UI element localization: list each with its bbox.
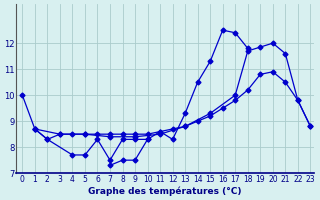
X-axis label: Graphe des températures (°C): Graphe des températures (°C) xyxy=(88,186,242,196)
